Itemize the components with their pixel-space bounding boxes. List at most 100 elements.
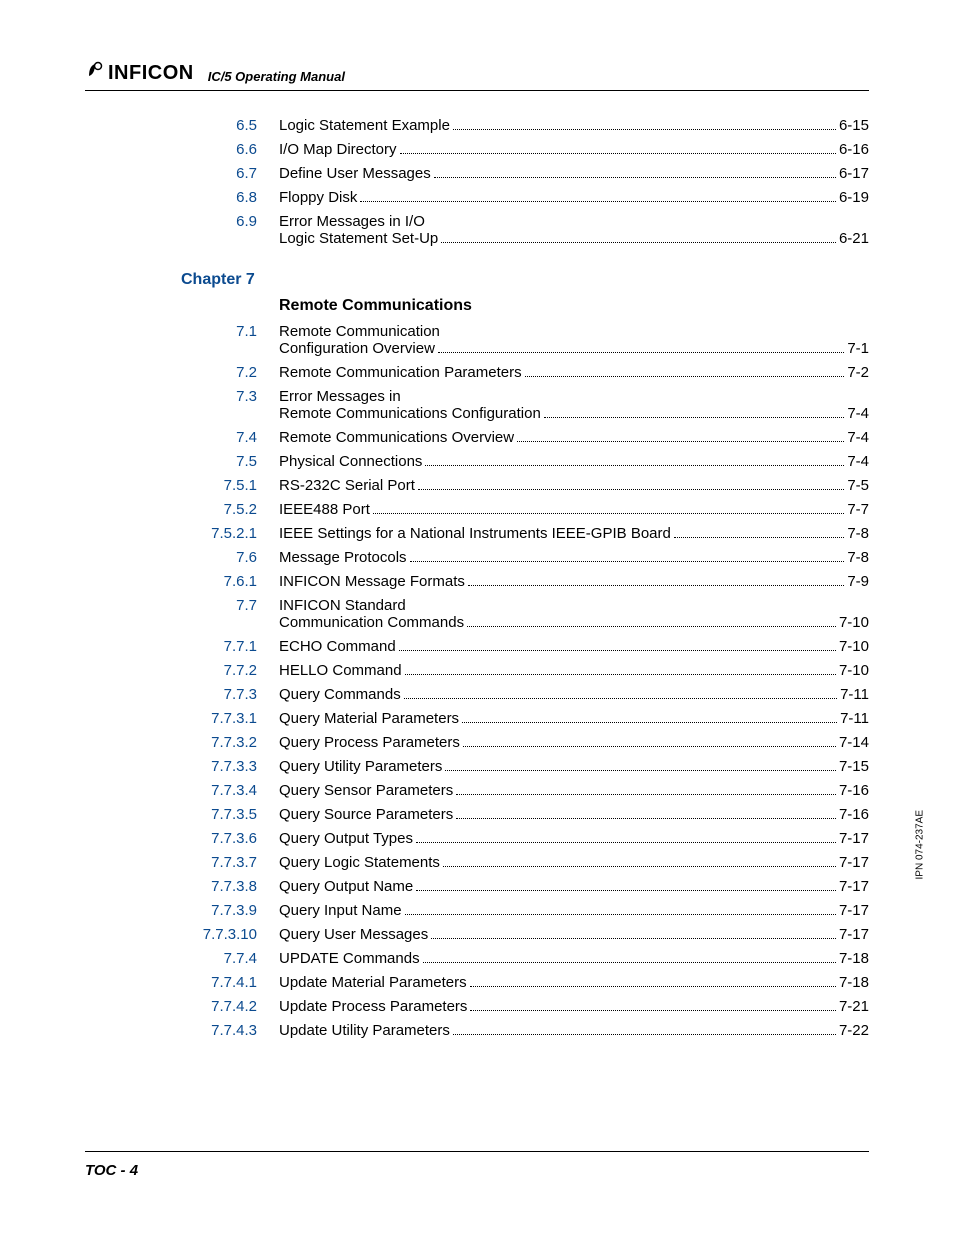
leader-dots [410, 561, 845, 562]
leader-dots [544, 417, 845, 418]
toc-entry: 7.7.3.8Query Output Name7-17 [159, 878, 869, 895]
toc-page: 6-15 [839, 117, 869, 134]
toc-page: 7-17 [839, 926, 869, 943]
toc-title: Configuration Overview [279, 340, 435, 357]
toc-page: 7-2 [847, 364, 869, 381]
toc-page: 7-11 [840, 710, 869, 727]
toc-entry: 6.8Floppy Disk6-19 [159, 189, 869, 206]
toc-entry: 7.7.3.3Query Utility Parameters7-15 [159, 758, 869, 775]
toc-title: Query Output Name [279, 878, 413, 895]
leader-dots [445, 770, 836, 771]
toc-entry: 7.7.4.3Update Utility Parameters7-22 [159, 1022, 869, 1039]
toc-content: 6.5Logic Statement Example6-15 6.6I/O Map… [85, 113, 869, 1039]
toc-page: 7-17 [839, 830, 869, 847]
toc-title: Query Utility Parameters [279, 758, 442, 775]
leader-dots [360, 201, 836, 202]
toc-number: 7.7.1 [159, 638, 279, 655]
toc-number: 7.5.2.1 [159, 525, 279, 542]
toc-entry: 7.5.2.1IEEE Settings for a National Inst… [159, 525, 869, 542]
manual-subtitle: IC/5 Operating Manual [208, 69, 345, 86]
leader-dots [453, 129, 836, 130]
toc-page: 7-10 [839, 638, 869, 655]
leader-dots [453, 1034, 836, 1035]
toc-number: 7.6 [159, 549, 279, 566]
chapter-heading: Chapter 7 [159, 271, 869, 289]
toc-title: Update Process Parameters [279, 998, 467, 1015]
toc-number: 6.7 [159, 165, 279, 182]
toc-number: 6.5 [159, 117, 279, 134]
toc-entry: 7.1 Remote Communication Configuration O… [159, 323, 869, 357]
toc-entry: 6.9 Error Messages in I/O Logic Statemen… [159, 213, 869, 247]
leader-dots [416, 890, 836, 891]
leader-dots [400, 153, 836, 154]
toc-number: 7.7 [159, 597, 279, 614]
toc-number: 7.4 [159, 429, 279, 446]
toc-entry: 6.7Define User Messages6-17 [159, 165, 869, 182]
toc-title: Query User Messages [279, 926, 428, 943]
toc-page: 7-4 [847, 429, 869, 446]
toc-number: 6.6 [159, 141, 279, 158]
toc-page: 7-17 [839, 878, 869, 895]
leader-dots [525, 376, 845, 377]
leader-dots [470, 1010, 836, 1011]
logo-text: INFICON [108, 62, 194, 85]
toc-entry: 7.2Remote Communication Parameters7-2 [159, 364, 869, 381]
leader-dots [441, 242, 836, 243]
toc-title: Remote Communications Configuration [279, 405, 541, 422]
toc-page: 7-11 [840, 686, 869, 703]
section-heading: Remote Communications [159, 297, 869, 315]
leader-dots [399, 650, 836, 651]
toc-number: 7.7.4.3 [159, 1022, 279, 1039]
leader-dots [456, 794, 836, 795]
toc-page: 7-18 [839, 974, 869, 991]
toc-entry: 7.4Remote Communications Overview 7-4 [159, 429, 869, 446]
toc-entry: 7.7.3.1Query Material Parameters7-11 [159, 710, 869, 727]
toc-number: 7.1 [159, 323, 279, 340]
leader-dots [463, 746, 836, 747]
toc-title: Remote Communications Overview [279, 429, 514, 446]
toc-entry: 7.7 INFICON Standard Communication Comma… [159, 597, 869, 631]
toc-number: 7.6.1 [159, 573, 279, 590]
toc-entry: 7.7.4UPDATE Commands7-18 [159, 950, 869, 967]
toc-number: 7.7.4.1 [159, 974, 279, 991]
toc-page: 7-9 [847, 573, 869, 590]
toc-title: Query Input Name [279, 902, 402, 919]
page-number: TOC - 4 [85, 1162, 869, 1179]
toc-entry: 7.7.4.2Update Process Parameters7-21 [159, 998, 869, 1015]
toc-number: 7.5.2 [159, 501, 279, 518]
toc-title: Error Messages in [279, 388, 869, 405]
toc-entry: 7.7.3.10Query User Messages7-17 [159, 926, 869, 943]
toc-number: 7.7.3.3 [159, 758, 279, 775]
leader-dots [470, 986, 836, 987]
leader-dots [517, 441, 844, 442]
leader-dots [456, 818, 836, 819]
toc-number: 7.7.2 [159, 662, 279, 679]
toc-title: IEEE488 Port [279, 501, 370, 518]
toc-entry: 7.7.3.4Query Sensor Parameters7-16 [159, 782, 869, 799]
toc-title: Communication Commands [279, 614, 464, 631]
toc-entry: 7.6.1INFICON Message Formats7-9 [159, 573, 869, 590]
toc-page: 7-1 [847, 340, 869, 357]
toc-number: 7.5.1 [159, 477, 279, 494]
toc-number: 7.2 [159, 364, 279, 381]
leader-dots [468, 585, 844, 586]
toc-page: 7-8 [847, 549, 869, 566]
toc-title: RS-232C Serial Port [279, 477, 415, 494]
toc-entry: 6.5Logic Statement Example6-15 [159, 117, 869, 134]
toc-title: I/O Map Directory [279, 141, 397, 158]
logo-icon [85, 60, 105, 86]
leader-dots [373, 513, 844, 514]
toc-entry: 7.7.3Query Commands7-11 [159, 686, 869, 703]
toc-number: 7.3 [159, 388, 279, 405]
document-id: IPN 074-237AE [914, 810, 925, 880]
toc-title: Update Material Parameters [279, 974, 467, 991]
toc-page: 7-22 [839, 1022, 869, 1039]
toc-page: 7-18 [839, 950, 869, 967]
toc-title: Query Source Parameters [279, 806, 453, 823]
toc-title: Query Commands [279, 686, 401, 703]
page-header: INFICON IC/5 Operating Manual [85, 60, 869, 91]
toc-entry: 7.7.4.1Update Material Parameters 7-18 [159, 974, 869, 991]
toc-page: 7-17 [839, 902, 869, 919]
toc-title: Query Process Parameters [279, 734, 460, 751]
toc-title: Query Logic Statements [279, 854, 440, 871]
